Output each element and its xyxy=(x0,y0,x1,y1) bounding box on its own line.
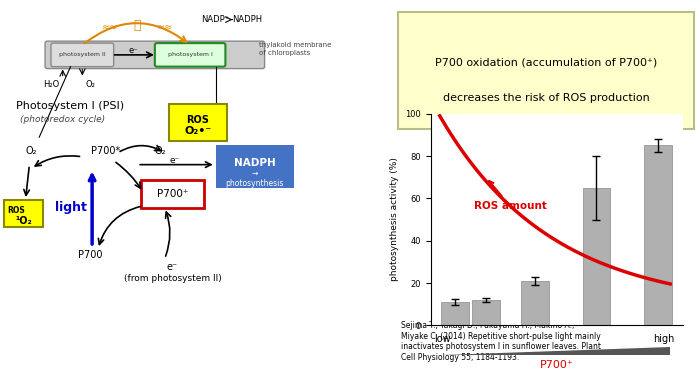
Text: decreases the risk of ROS production: decreases the risk of ROS production xyxy=(442,93,650,103)
Text: ¹O₂: ¹O₂ xyxy=(15,216,32,227)
Bar xyxy=(582,188,610,325)
Text: NADP⁺: NADP⁺ xyxy=(202,15,230,24)
Text: thylakoid membrane
of chloroplasts: thylakoid membrane of chloroplasts xyxy=(259,42,331,56)
Text: photosystem II: photosystem II xyxy=(59,53,106,57)
Y-axis label: photosynthesis activity (%): photosynthesis activity (%) xyxy=(391,158,400,281)
Text: →
photosynthesis: → photosynthesis xyxy=(225,169,284,188)
Text: ≈≈: ≈≈ xyxy=(157,22,173,32)
Text: H₂O: H₂O xyxy=(43,80,59,89)
FancyBboxPatch shape xyxy=(141,180,204,208)
FancyBboxPatch shape xyxy=(4,200,43,227)
FancyBboxPatch shape xyxy=(51,43,113,67)
Bar xyxy=(441,302,469,325)
FancyBboxPatch shape xyxy=(45,41,265,69)
Text: NADPH: NADPH xyxy=(232,15,262,24)
Bar xyxy=(644,145,672,325)
Text: light: light xyxy=(55,201,87,214)
Text: P700: P700 xyxy=(78,250,102,260)
Text: high: high xyxy=(653,334,675,344)
Text: O₂: O₂ xyxy=(155,146,167,156)
Text: 光: 光 xyxy=(134,19,141,32)
Text: Sejima T., Takagi D., Fukayama H., Makino A.,
Miyake C. (2014) Repetitive short-: Sejima T., Takagi D., Fukayama H., Makin… xyxy=(401,321,601,362)
FancyBboxPatch shape xyxy=(398,12,694,129)
Text: photosystem I: photosystem I xyxy=(168,53,213,57)
Text: O₂: O₂ xyxy=(85,80,95,89)
Text: ROS: ROS xyxy=(186,114,209,125)
Text: low: low xyxy=(435,334,451,344)
Text: e⁻: e⁻ xyxy=(167,261,178,272)
Bar xyxy=(472,300,500,325)
FancyBboxPatch shape xyxy=(216,145,294,188)
Text: ROS amount: ROS amount xyxy=(473,181,547,211)
Text: O₂: O₂ xyxy=(26,146,37,156)
Text: ROS: ROS xyxy=(7,207,24,215)
Text: P700⁺: P700⁺ xyxy=(540,360,573,370)
FancyBboxPatch shape xyxy=(169,104,228,141)
Text: ≈≈: ≈≈ xyxy=(102,22,118,32)
Text: P700⁺: P700⁺ xyxy=(157,189,188,199)
Text: (photoredox cycle): (photoredox cycle) xyxy=(20,115,105,124)
Polygon shape xyxy=(443,347,670,355)
Text: O₂•⁻: O₂•⁻ xyxy=(184,126,211,136)
Text: P700 oxidation (accumulation of P700⁺): P700 oxidation (accumulation of P700⁺) xyxy=(435,58,657,68)
FancyBboxPatch shape xyxy=(155,43,225,67)
Text: P700*: P700* xyxy=(91,146,120,156)
Bar xyxy=(522,281,549,325)
Text: Photosystem I (PSI): Photosystem I (PSI) xyxy=(15,101,124,111)
Text: e⁻: e⁻ xyxy=(169,156,180,165)
Text: (from photosystem II): (from photosystem II) xyxy=(124,274,221,283)
Text: NADPH: NADPH xyxy=(234,158,276,168)
Text: e⁻: e⁻ xyxy=(129,46,138,54)
